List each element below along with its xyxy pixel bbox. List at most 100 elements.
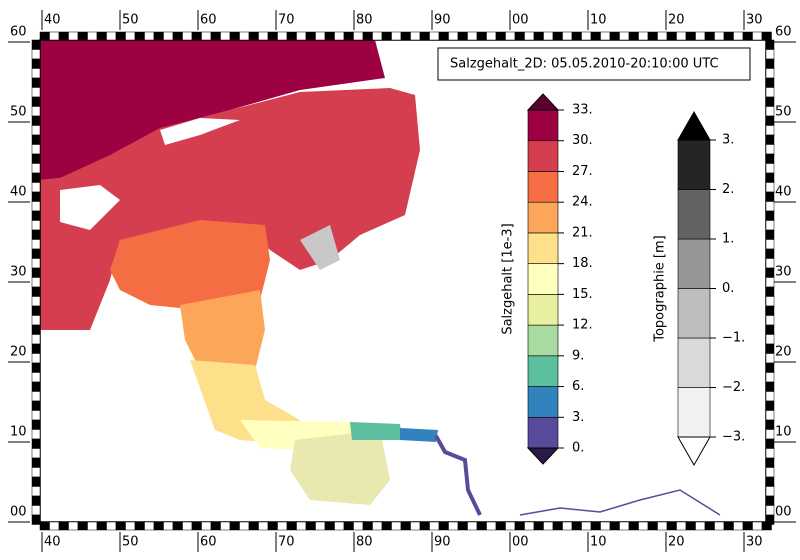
- border-tick: [467, 31, 478, 41]
- border-tick: [765, 134, 775, 145]
- colorbar-tick-label: −1.: [722, 331, 745, 346]
- border-tick: [765, 172, 775, 183]
- border-tick: [676, 31, 687, 41]
- border-tick: [429, 31, 440, 41]
- border-tick: [31, 505, 41, 516]
- border-tick: [524, 31, 535, 41]
- y-label: 10: [10, 425, 27, 440]
- border-tick: [381, 31, 392, 41]
- border-tick: [619, 521, 630, 531]
- border-tick: [31, 372, 41, 383]
- colorbar-bin: [677, 288, 711, 339]
- border-tick: [391, 521, 402, 531]
- colorbar-bin: [527, 171, 559, 203]
- border-tick: [31, 58, 41, 69]
- border-tick: [258, 521, 269, 531]
- colorbar-tick-label: 12.: [572, 318, 593, 333]
- x-label: 60: [200, 535, 217, 550]
- border-tick: [144, 31, 155, 41]
- border-tick: [765, 191, 775, 202]
- colorbar-bin: [677, 139, 711, 190]
- border-tick: [765, 144, 775, 155]
- border-tick: [220, 31, 231, 41]
- border-tick: [31, 144, 41, 155]
- border-tick: [742, 521, 753, 531]
- border-tick: [524, 521, 535, 531]
- border-tick: [448, 31, 459, 41]
- border-tick: [438, 31, 449, 41]
- border-tick: [638, 31, 649, 41]
- border-tick: [562, 31, 573, 41]
- border-tick: [31, 106, 41, 117]
- border-tick: [210, 521, 221, 531]
- border-tick: [239, 521, 250, 531]
- land-shape: [400, 428, 438, 442]
- border-tick: [125, 31, 136, 41]
- x-label: 00: [512, 13, 529, 28]
- border-tick: [31, 115, 41, 126]
- border-tick: [765, 210, 775, 221]
- map-shapes: [40, 40, 721, 516]
- y-label: 20: [775, 345, 792, 360]
- border-tick: [77, 521, 88, 531]
- border-tick: [381, 521, 392, 531]
- border-tick: [248, 31, 259, 41]
- border-tick: [457, 31, 468, 41]
- border-tick: [362, 521, 373, 531]
- border-tick: [153, 521, 164, 531]
- border-tick: [31, 191, 41, 202]
- border-tick: [765, 486, 775, 497]
- border-tick: [419, 31, 430, 41]
- border-tick: [765, 239, 775, 250]
- border-tick: [31, 96, 41, 107]
- border-tick: [31, 239, 41, 250]
- colorbar-under: [526, 447, 560, 465]
- border-tick: [31, 495, 41, 506]
- border-tick: [765, 220, 775, 231]
- colorbar-tick-label: 3.: [572, 410, 584, 425]
- border-tick: [31, 134, 41, 145]
- colorbar-tick-label: −2.: [722, 380, 745, 395]
- x-label: 80: [356, 535, 373, 550]
- x-label: 20: [668, 13, 685, 28]
- border-tick: [765, 58, 775, 69]
- border-tick: [31, 125, 41, 136]
- border-tick: [267, 31, 278, 41]
- border-tick: [201, 521, 212, 531]
- border-tick: [31, 39, 41, 50]
- x-label: 30: [746, 535, 763, 550]
- border-tick: [96, 521, 107, 531]
- y-label: 00: [10, 505, 27, 520]
- colorbar-bin: [677, 238, 711, 289]
- colorbar-tick-label: 0.: [722, 281, 734, 296]
- border-tick: [182, 31, 193, 41]
- border-tick: [31, 448, 41, 459]
- border-tick: [267, 521, 278, 531]
- border-tick: [58, 31, 69, 41]
- border-tick: [666, 521, 677, 531]
- y-label: 60: [10, 25, 27, 40]
- border-tick: [400, 521, 411, 531]
- border-tick: [31, 400, 41, 411]
- land-shape: [110, 220, 270, 310]
- border-tick: [685, 31, 696, 41]
- border-tick: [552, 31, 563, 41]
- border-tick: [391, 31, 402, 41]
- border-tick: [628, 31, 639, 41]
- border-tick: [600, 521, 611, 531]
- border-tick: [533, 521, 544, 531]
- x-label: 90: [434, 13, 451, 28]
- border-tick: [619, 31, 630, 41]
- border-tick: [58, 521, 69, 531]
- border-tick: [467, 521, 478, 531]
- border-tick: [49, 521, 60, 531]
- border-tick: [666, 31, 677, 41]
- border-tick: [714, 521, 725, 531]
- border-tick: [765, 106, 775, 117]
- border-tick: [115, 31, 126, 41]
- border-tick: [31, 210, 41, 221]
- border-tick: [723, 31, 734, 41]
- border-tick: [609, 521, 620, 531]
- colorbar-tick-label: 30.: [572, 133, 593, 148]
